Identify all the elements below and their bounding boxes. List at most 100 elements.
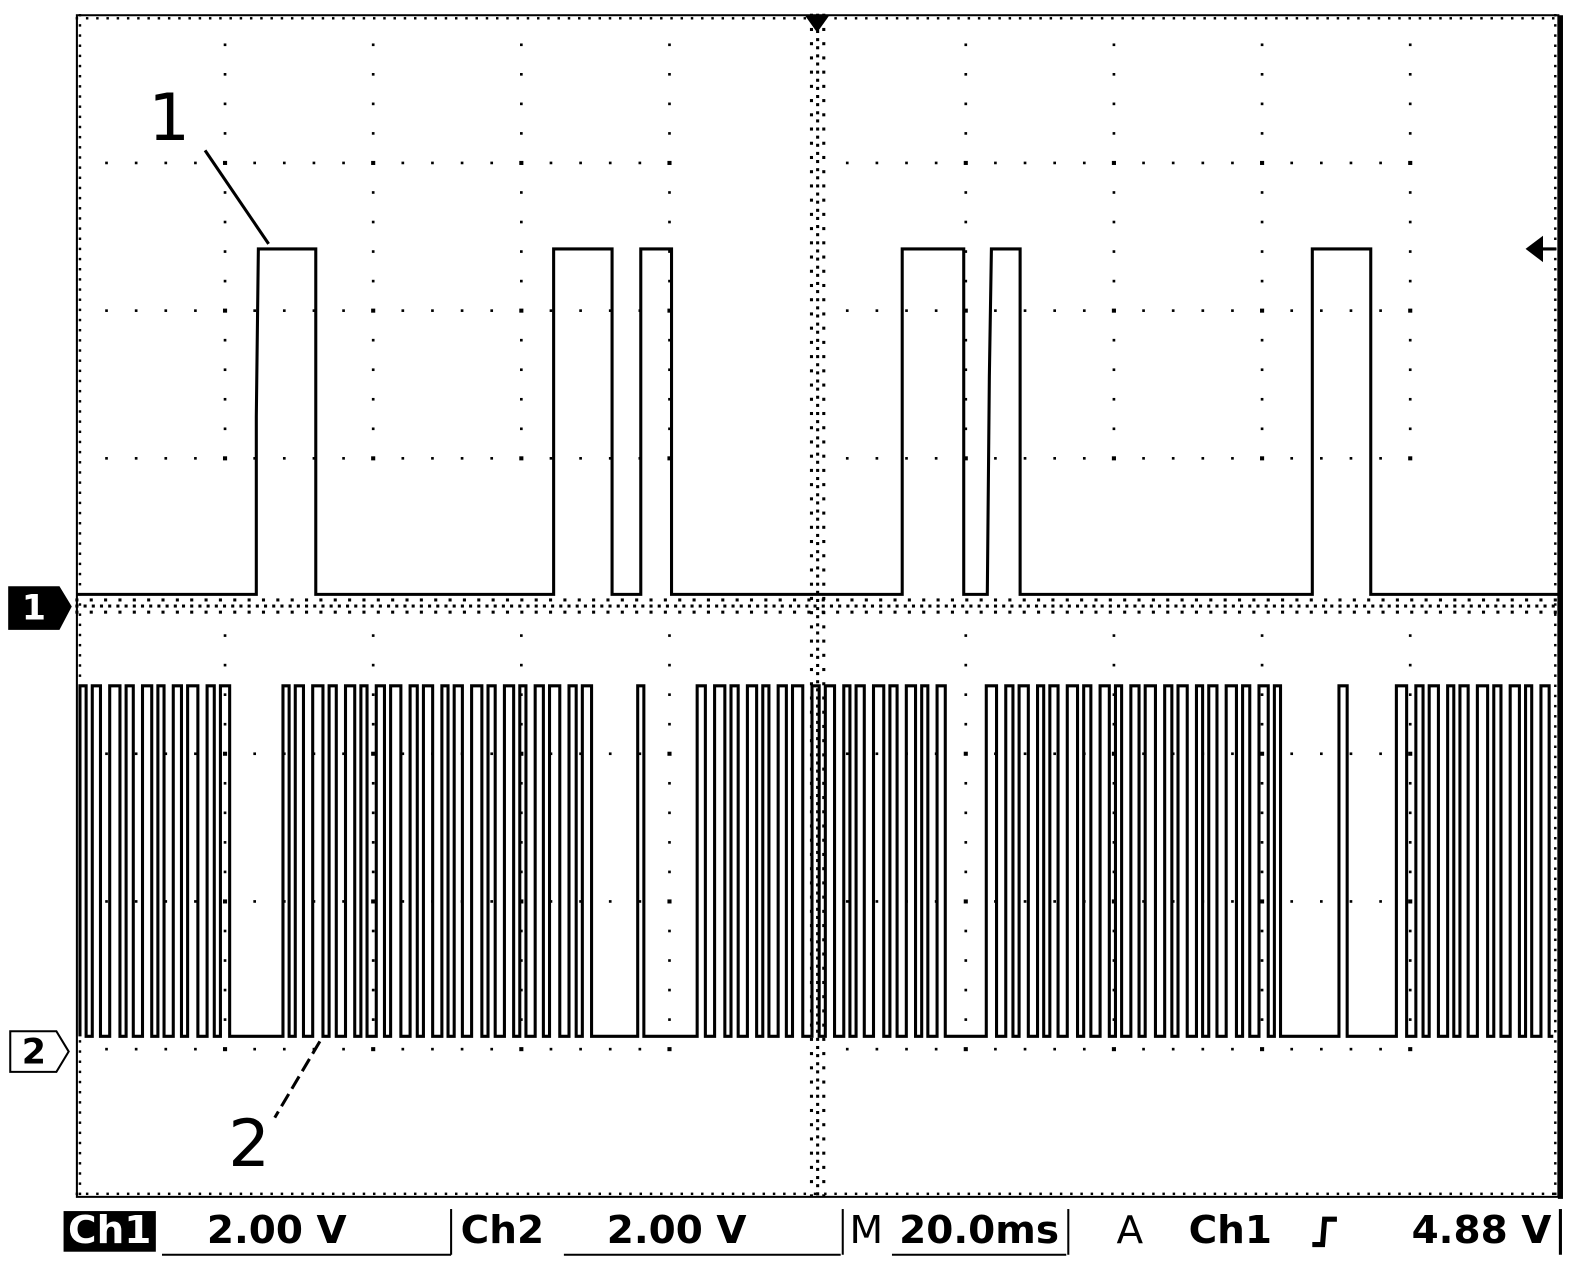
grid-dot <box>641 604 645 608</box>
grid-dot <box>822 127 826 131</box>
grid-dot <box>854 604 858 608</box>
grid-dot <box>967 17 971 20</box>
grid-dot <box>816 550 820 554</box>
grid-dot <box>875 457 879 460</box>
grid-dot <box>963 308 968 313</box>
grid-dot <box>816 363 820 367</box>
grid-dot <box>1281 604 1285 608</box>
trigger-slope-icon <box>1312 1216 1337 1248</box>
grid-dot <box>735 598 739 602</box>
grid-dot <box>850 610 854 614</box>
grid-dot <box>1112 841 1116 844</box>
grid-dot <box>690 1192 694 1196</box>
channel-1-marker-label: 1 <box>22 589 46 629</box>
grid-dot <box>520 368 523 372</box>
grid-dot <box>1080 598 1084 602</box>
grid-dot <box>78 318 82 322</box>
grid-dot <box>638 161 642 165</box>
grid-dot <box>134 457 138 460</box>
grid-dot <box>1352 610 1356 614</box>
grid-dot <box>1554 166 1557 169</box>
grid-dot <box>822 682 826 686</box>
grid-dot <box>434 610 438 614</box>
grid-dot <box>520 43 523 47</box>
grid-dot <box>1338 610 1342 614</box>
grid-dot <box>1554 887 1557 891</box>
grid-dot <box>963 1047 968 1052</box>
grid-dot <box>223 781 227 785</box>
grid-dot <box>1500 1192 1504 1196</box>
grid-dot <box>1309 598 1313 602</box>
grid-dot <box>822 369 826 373</box>
grid-dot <box>1059 604 1063 608</box>
grid-dot <box>403 604 407 608</box>
grid-dot <box>1554 135 1557 139</box>
grid-dot <box>78 603 82 606</box>
grid-dot <box>371 43 375 47</box>
grid-dot <box>936 17 940 20</box>
grid-dot <box>977 604 981 608</box>
grid-dot <box>670 1192 673 1196</box>
grid-dot <box>1539 598 1543 602</box>
grid-dot <box>264 604 268 608</box>
grid-dot <box>1338 598 1342 602</box>
grid-dot <box>1554 308 1557 312</box>
grid-dot <box>78 349 82 352</box>
grid-dot <box>629 1192 632 1196</box>
grid-dot <box>371 160 376 165</box>
grid-dot <box>1554 24 1557 27</box>
grid-dot <box>1152 17 1155 20</box>
grid-dot <box>1554 897 1557 901</box>
grid-dot <box>1080 610 1084 614</box>
grid-dot <box>1112 191 1116 194</box>
grid-dot <box>1408 308 1413 313</box>
grid-dot <box>371 722 375 726</box>
grid-dot <box>222 308 228 313</box>
grid-dot <box>816 477 820 481</box>
grid-dot <box>690 17 694 20</box>
grid-dot <box>537 17 540 20</box>
grid-dot <box>1264 604 1268 608</box>
grid-dot <box>668 102 671 106</box>
grid-dot <box>1223 598 1227 602</box>
grid-dot <box>78 125 82 129</box>
grid-dot <box>134 161 138 165</box>
grid-dot <box>822 198 826 202</box>
grid-dot <box>1554 704 1557 708</box>
grid-dot <box>1554 532 1557 535</box>
grid-dot <box>979 610 983 614</box>
grid-dot <box>1554 643 1557 647</box>
grid-dot <box>657 604 661 608</box>
grid-dot <box>1285 1192 1288 1196</box>
grid-dot <box>772 1192 776 1196</box>
grid-dot <box>321 17 325 20</box>
grid-dot <box>78 1182 82 1185</box>
grid-dot <box>1043 604 1047 608</box>
grid-dot <box>312 457 316 460</box>
grid-dot <box>1554 1121 1557 1124</box>
grid-dot <box>1010 604 1014 608</box>
grid-dot <box>1554 1192 1557 1196</box>
grid-dot <box>1379 604 1383 608</box>
grid-dot <box>1554 826 1557 830</box>
grid-dot <box>1554 349 1557 352</box>
grid-dot <box>1281 598 1285 602</box>
grid-dot <box>809 639 814 643</box>
grid-dot <box>167 1192 171 1196</box>
grid-dot <box>1379 161 1382 165</box>
grid-dot <box>809 426 814 430</box>
grid-dot <box>78 1101 82 1104</box>
grid-dot <box>519 1047 524 1052</box>
grid-dot <box>752 1192 755 1196</box>
grid-dot <box>1080 1192 1083 1196</box>
grid-dot <box>1554 1050 1557 1053</box>
grid-dot <box>592 598 596 602</box>
grid-dot <box>963 899 968 904</box>
grid-dot <box>1320 161 1323 165</box>
grid-dot <box>276 598 280 602</box>
grid-dot <box>223 102 227 106</box>
grid-dot <box>608 17 612 20</box>
grid-dot <box>1260 368 1264 372</box>
grid-dot <box>78 1070 82 1074</box>
grid-dot <box>1357 17 1360 20</box>
